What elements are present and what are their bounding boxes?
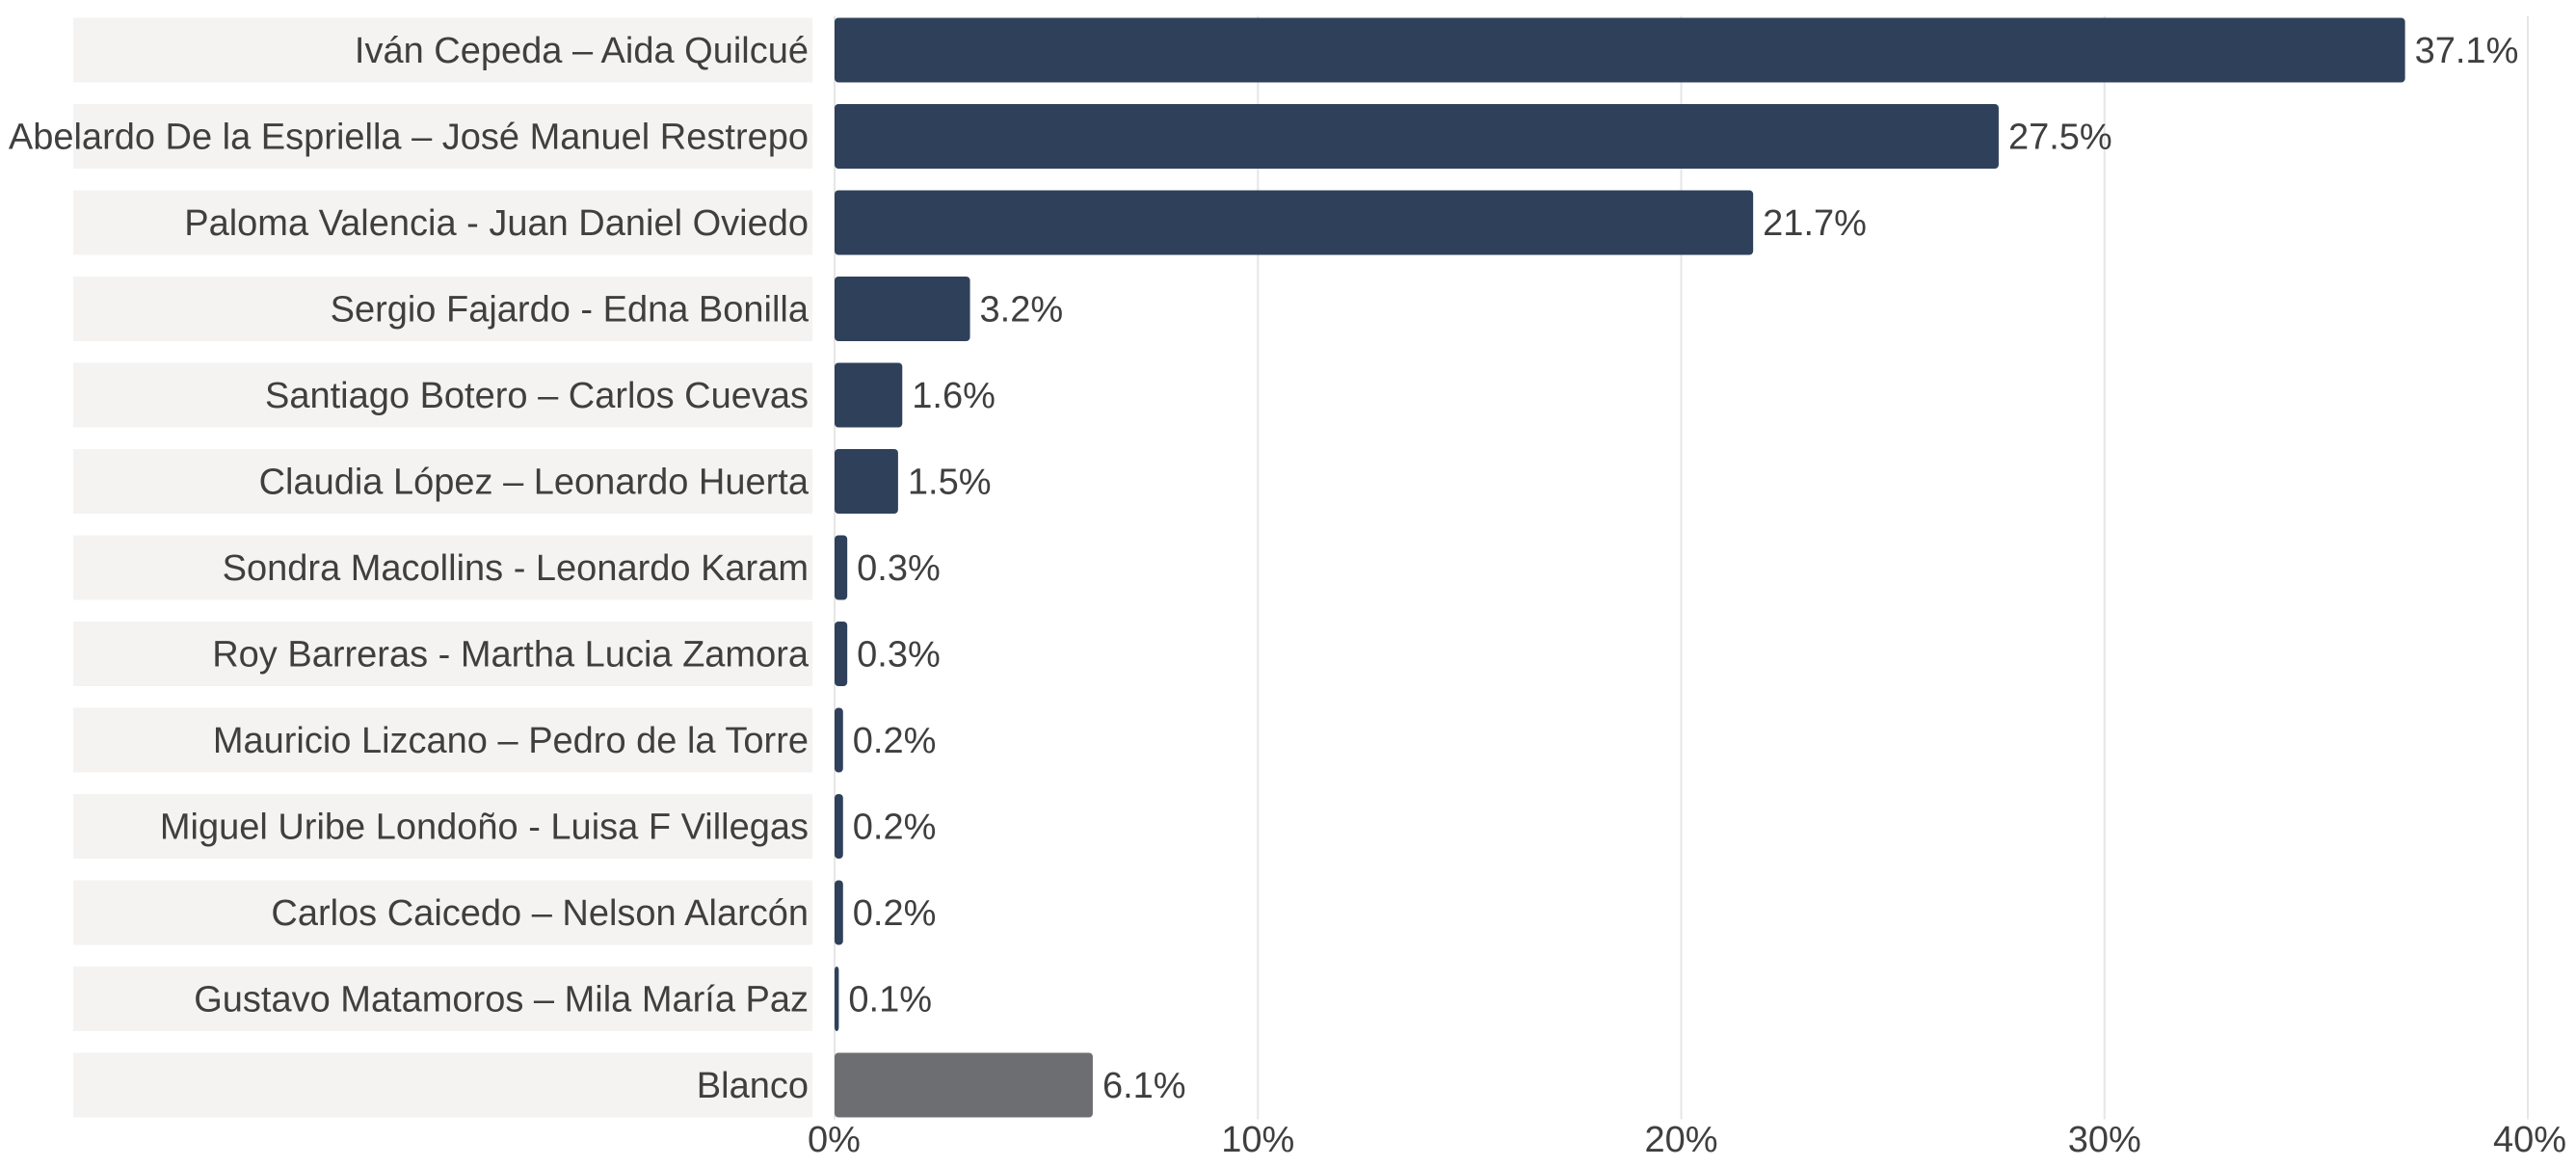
value-label: 1.5% [908,463,992,503]
category-label: Miguel Uribe Londoño - Luisa F Villegas [160,808,809,848]
category-label-background [73,622,812,686]
value-labels: 37.1% 27.5% 21.7% 3.2% 1.6% 1.5% 0.3% 0.3% 0.2% 0… [848,31,2518,1106]
category-label: Sergio Fajardo - Edna Bonilla [331,290,810,331]
category-label-background [73,535,812,600]
category-label: Claudia López – Leonardo Huerta [259,463,810,503]
category-labels: Iván Cepeda – Aida Quilcué Abelardo De la… [9,31,810,1106]
bar [835,362,903,428]
x-axis-ticks: 0% 10% 20% 30% 40% [808,1120,2566,1160]
category-label: Santiago Botero – Carlos Cuevas [265,376,809,416]
category-label: Blanco [697,1066,809,1106]
bar [835,707,843,773]
bar [835,17,2405,83]
bar [835,1052,1093,1118]
category-label-background [73,190,812,255]
category-label: Paloma Valencia - Juan Daniel Oviedo [184,203,809,244]
category-label-background [73,449,812,514]
value-label: 6.1% [1102,1066,1186,1106]
category-label-background [73,277,812,341]
value-label: 3.2% [980,290,1064,331]
category-label: Roy Barreras - Martha Lucia Zamora [212,635,810,676]
category-label-background [73,362,812,428]
x-tick-label: 0% [808,1120,861,1160]
category-label-background [73,794,812,859]
category-label-backgrounds [73,17,812,1118]
bar [835,967,839,1031]
x-tick-label: 10% [1221,1120,1294,1160]
category-label: Carlos Caicedo – Nelson Alarcón [271,893,809,934]
category-label: Mauricio Lizcano – Pedro de la Torre [213,721,809,761]
bar [835,622,848,686]
value-label: 21.7% [1763,203,1867,244]
value-label: 1.6% [912,376,996,416]
category-label-background [73,707,812,773]
gridlines [834,15,2529,1120]
bar [835,104,1999,169]
value-label: 27.5% [2008,118,2112,158]
bar [835,535,848,600]
category-label-background [73,1052,812,1118]
bar [835,880,843,945]
category-label-background [73,104,812,169]
value-label: 37.1% [2415,31,2519,71]
category-label-background [73,967,812,1031]
category-label: Gustavo Matamoros – Mila María Paz [194,980,809,1021]
value-label: 0.2% [853,808,937,848]
category-label: Abelardo De la Espriella – José Manuel R… [9,118,809,158]
value-label: 0.3% [857,635,941,676]
bar [835,190,1754,255]
value-label: 0.2% [853,893,937,934]
category-label: Sondra Macollins - Leonardo Karam [223,548,809,589]
bars [835,17,2405,1118]
value-label: 0.1% [848,980,932,1021]
bar [835,449,898,514]
category-label-background [73,17,812,83]
x-tick-label: 30% [2068,1120,2141,1160]
bar [835,277,970,341]
category-label-background [73,880,812,945]
value-label: 0.3% [857,548,941,589]
value-label: 0.2% [853,721,937,761]
x-tick-label: 40% [2493,1120,2566,1160]
category-label: Iván Cepeda – Aida Quilcué [355,31,809,71]
x-tick-label: 20% [1644,1120,1717,1160]
bar [835,794,843,859]
